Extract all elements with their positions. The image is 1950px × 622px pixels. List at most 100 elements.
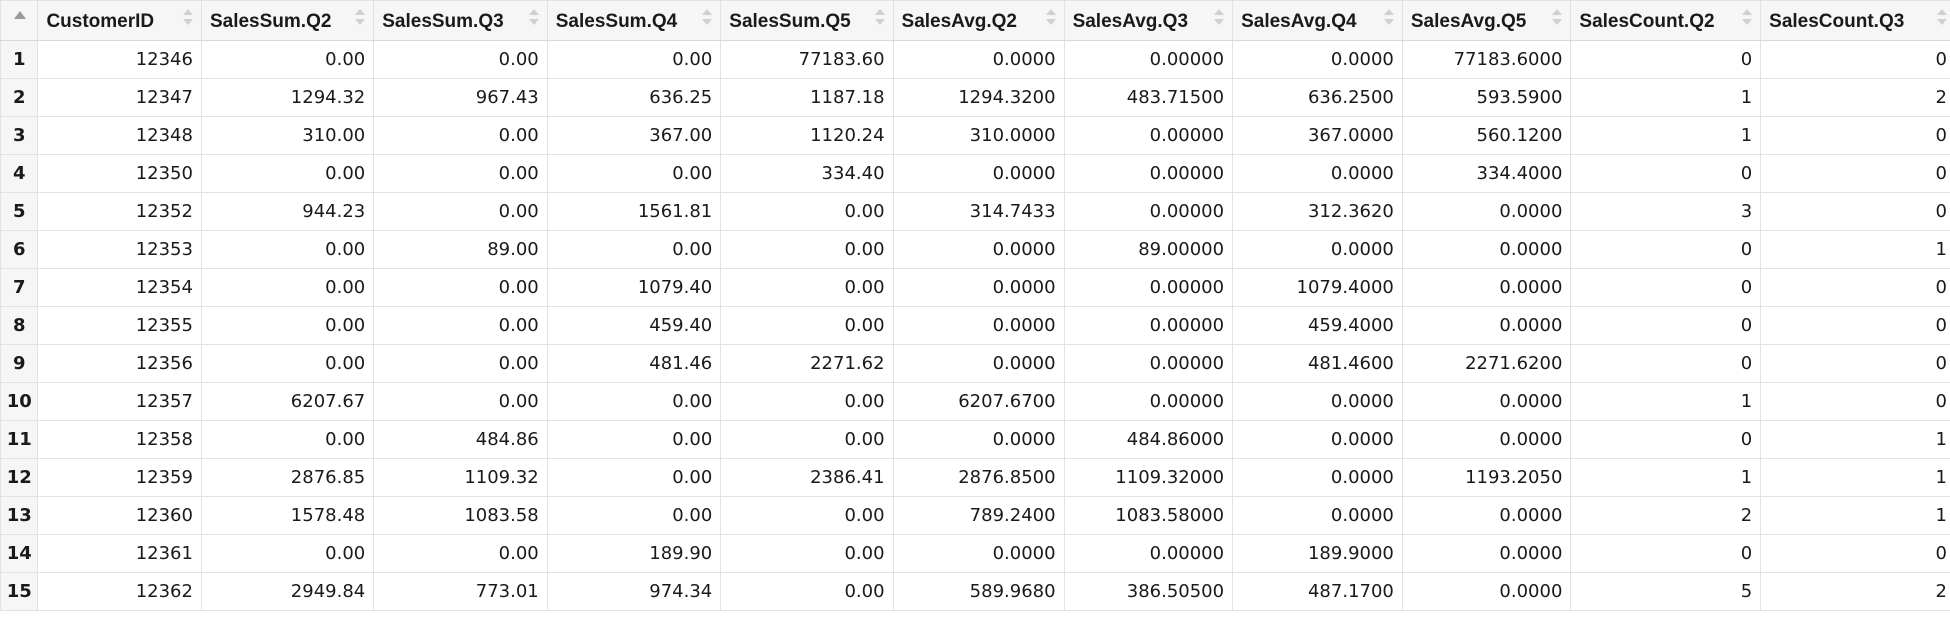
table-cell[interactable]: 0.0000 bbox=[1401, 572, 1572, 611]
sort-icon[interactable] bbox=[528, 7, 539, 29]
table-cell[interactable]: 0 bbox=[1570, 420, 1762, 459]
table-cell[interactable]: 12360 bbox=[37, 496, 202, 535]
table-cell[interactable]: 974.34 bbox=[546, 572, 722, 611]
table-cell[interactable]: 0 bbox=[1760, 382, 1950, 421]
sort-icon[interactable] bbox=[1552, 7, 1563, 29]
table-cell[interactable]: 0.00 bbox=[373, 534, 548, 573]
table-cell[interactable]: 0.00 bbox=[546, 458, 722, 497]
table-cell[interactable]: 483.71500 bbox=[1063, 78, 1234, 117]
column-header-salessum-q5[interactable]: SalesSum.Q5 bbox=[720, 0, 894, 41]
table-cell[interactable]: 1079.4000 bbox=[1232, 268, 1403, 307]
table-cell[interactable]: 2 bbox=[1570, 496, 1762, 535]
table-cell[interactable]: 0.0000 bbox=[1401, 382, 1572, 421]
table-cell[interactable]: 1 bbox=[1570, 458, 1762, 497]
table-cell[interactable]: 0 bbox=[1570, 306, 1762, 345]
table-cell[interactable]: 0.00000 bbox=[1063, 40, 1234, 79]
table-cell[interactable]: 0.0000 bbox=[1401, 496, 1572, 535]
table-cell[interactable]: 314.7433 bbox=[892, 192, 1065, 231]
table-cell[interactable]: 0 bbox=[1760, 192, 1950, 231]
table-cell[interactable]: 1 bbox=[1570, 78, 1762, 117]
table-cell[interactable]: 0 bbox=[1760, 154, 1950, 193]
table-cell[interactable]: 2949.84 bbox=[200, 572, 375, 611]
table-cell[interactable]: 773.01 bbox=[373, 572, 548, 611]
table-cell[interactable]: 1294.32 bbox=[200, 78, 375, 117]
table-cell[interactable]: 0 bbox=[1570, 40, 1762, 79]
table-cell[interactable]: 0.00 bbox=[720, 534, 894, 573]
table-row[interactable]: 12 12359 2876.85 1109.32 0.00 2386.41 2876.850… bbox=[0, 458, 1950, 497]
table-row[interactable]: 14 12361 0.00 0.00 189.90 0.00 0.0000 0.00000 18… bbox=[0, 534, 1950, 573]
table-row[interactable]: 4 12350 0.00 0.00 0.00 334.40 0.0000 0.00000 0.0… bbox=[0, 154, 1950, 193]
table-cell[interactable]: 1 bbox=[1570, 382, 1762, 421]
table-cell[interactable]: 367.00 bbox=[546, 116, 722, 155]
table-cell[interactable]: 0.00 bbox=[373, 154, 548, 193]
table-cell[interactable]: 0.00 bbox=[200, 534, 375, 573]
table-cell[interactable]: 0.00 bbox=[720, 306, 894, 345]
column-header-salesavg-q3[interactable]: SalesAvg.Q3 bbox=[1063, 0, 1234, 41]
table-cell[interactable]: 0.00000 bbox=[1063, 116, 1234, 155]
table-cell[interactable]: 1193.2050 bbox=[1401, 458, 1572, 497]
table-row[interactable]: 9 12356 0.00 0.00 481.46 2271.62 0.0000 0.00000… bbox=[0, 344, 1950, 383]
table-cell[interactable]: 0.0000 bbox=[1232, 496, 1403, 535]
table-cell[interactable]: 0.0000 bbox=[892, 40, 1065, 79]
table-cell[interactable]: 1079.40 bbox=[546, 268, 722, 307]
table-cell[interactable]: 487.1700 bbox=[1232, 572, 1403, 611]
table-cell[interactable]: 0.00000 bbox=[1063, 192, 1234, 231]
table-cell[interactable]: 5 bbox=[1570, 572, 1762, 611]
table-cell[interactable]: 12346 bbox=[37, 40, 202, 79]
table-row[interactable]: 8 12355 0.00 0.00 459.40 0.00 0.0000 0.00000 459… bbox=[0, 306, 1950, 345]
table-cell[interactable]: 1187.18 bbox=[720, 78, 894, 117]
table-cell[interactable]: 2271.62 bbox=[720, 344, 894, 383]
sort-icon[interactable] bbox=[1383, 7, 1394, 29]
table-cell[interactable]: 0.0000 bbox=[892, 268, 1065, 307]
table-cell[interactable]: 0.00 bbox=[546, 154, 722, 193]
table-cell[interactable]: 0.0000 bbox=[1401, 420, 1572, 459]
table-cell[interactable]: 0.0000 bbox=[1401, 192, 1572, 231]
row-number-header[interactable] bbox=[0, 0, 39, 41]
table-cell[interactable]: 0 bbox=[1570, 344, 1762, 383]
table-cell[interactable]: 484.86000 bbox=[1063, 420, 1234, 459]
table-cell[interactable]: 12354 bbox=[37, 268, 202, 307]
table-cell[interactable]: 12358 bbox=[37, 420, 202, 459]
sort-icon[interactable] bbox=[1742, 7, 1753, 29]
table-cell[interactable]: 12357 bbox=[37, 382, 202, 421]
table-cell[interactable]: 2876.8500 bbox=[892, 458, 1065, 497]
column-header-salesavg-q2[interactable]: SalesAvg.Q2 bbox=[892, 0, 1065, 41]
table-cell[interactable]: 2271.6200 bbox=[1401, 344, 1572, 383]
table-cell[interactable]: 77183.60 bbox=[720, 40, 894, 79]
table-cell[interactable]: 77183.6000 bbox=[1401, 40, 1572, 79]
table-cell[interactable]: 0.0000 bbox=[1232, 458, 1403, 497]
table-cell[interactable]: 0.0000 bbox=[1232, 154, 1403, 193]
table-cell[interactable]: 1 bbox=[1760, 458, 1950, 497]
column-header-salesavg-q4[interactable]: SalesAvg.Q4 bbox=[1232, 0, 1403, 41]
table-cell[interactable]: 1 bbox=[1760, 496, 1950, 535]
table-cell[interactable]: 459.40 bbox=[546, 306, 722, 345]
table-cell[interactable]: 0.00 bbox=[546, 230, 722, 269]
sort-icon[interactable] bbox=[182, 7, 193, 29]
table-cell[interactable]: 967.43 bbox=[373, 78, 548, 117]
sort-icon[interactable] bbox=[1937, 7, 1947, 29]
table-cell[interactable]: 0 bbox=[1760, 534, 1950, 573]
table-cell[interactable]: 0.00000 bbox=[1063, 154, 1234, 193]
table-cell[interactable]: 89.00 bbox=[373, 230, 548, 269]
table-cell[interactable]: 6207.6700 bbox=[892, 382, 1065, 421]
table-cell[interactable]: 1 bbox=[1760, 420, 1950, 459]
table-cell[interactable]: 12359 bbox=[37, 458, 202, 497]
table-cell[interactable]: 0.00000 bbox=[1063, 382, 1234, 421]
table-row[interactable]: 6 12353 0.00 89.00 0.00 0.00 0.0000 89.00000 0.0… bbox=[0, 230, 1950, 269]
sort-ascending-icon[interactable] bbox=[14, 11, 26, 19]
table-cell[interactable]: 2876.85 bbox=[200, 458, 375, 497]
table-cell[interactable]: 386.50500 bbox=[1063, 572, 1234, 611]
sort-icon[interactable] bbox=[1045, 7, 1056, 29]
table-cell[interactable]: 481.46 bbox=[546, 344, 722, 383]
table-cell[interactable]: 0.0000 bbox=[1232, 382, 1403, 421]
table-cell[interactable]: 2 bbox=[1760, 572, 1950, 611]
table-cell[interactable]: 0.0000 bbox=[1401, 306, 1572, 345]
table-cell[interactable]: 0.00000 bbox=[1063, 534, 1234, 573]
table-cell[interactable]: 0.00 bbox=[720, 496, 894, 535]
table-cell[interactable]: 0 bbox=[1760, 116, 1950, 155]
table-cell[interactable]: 12352 bbox=[37, 192, 202, 231]
table-cell[interactable]: 1578.48 bbox=[200, 496, 375, 535]
table-cell[interactable]: 334.4000 bbox=[1401, 154, 1572, 193]
table-cell[interactable]: 3 bbox=[1570, 192, 1762, 231]
table-cell[interactable]: 0.00 bbox=[546, 40, 722, 79]
